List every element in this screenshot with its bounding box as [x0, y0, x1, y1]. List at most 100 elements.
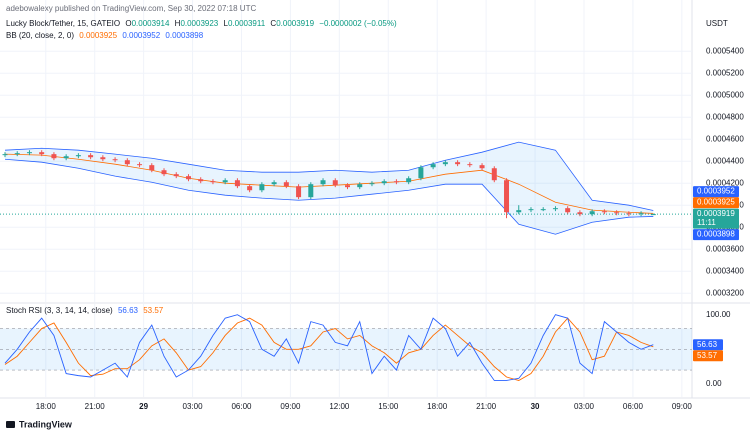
x-tick-label: 30 — [531, 402, 540, 411]
ohlc-key: L — [223, 19, 228, 28]
brand-icon — [6, 421, 15, 428]
candle-body — [345, 185, 350, 188]
x-tick-label: 03:00 — [574, 402, 595, 411]
candle-body — [63, 156, 69, 159]
candle-body — [626, 213, 632, 215]
x-tick-label: 15:00 — [378, 402, 399, 411]
bb-lower-value: 0.0003898 — [165, 31, 204, 40]
y-tick-label: 0.0004800 — [706, 112, 744, 121]
symbol-title: Lucky Block/Tether, 15, GATEIO — [6, 19, 121, 28]
bb-lower-badge: 0.0003898 — [697, 230, 735, 239]
publish-line: adebowalexy published on TradingView.com… — [6, 4, 259, 13]
candle-body — [406, 178, 412, 183]
candle-body — [332, 180, 338, 186]
ohlc-key: O — [125, 19, 132, 28]
bb-basis-badge: 0.0003925 — [697, 198, 735, 207]
brand-name: TradingView — [19, 419, 73, 429]
stoch-badge-bg — [693, 350, 723, 362]
y-tick-label: 0.0004400 — [706, 156, 744, 165]
ohlc-value: 0.0003914 — [131, 19, 170, 28]
y-tick-label: 0.0005400 — [706, 46, 744, 55]
candle-body — [88, 155, 94, 158]
change-text: −0.0000002 (−0.05%) — [319, 19, 397, 28]
candle-body — [51, 154, 57, 159]
candle-body — [601, 211, 607, 213]
candle-body — [479, 165, 485, 169]
last-price-badge-bg — [693, 208, 739, 229]
candle-body — [504, 180, 510, 213]
ohlc-key: H — [174, 19, 181, 28]
candle-body — [589, 211, 595, 215]
x-tick-label: 09:00 — [672, 402, 693, 411]
bb-upper-badge-bg — [693, 186, 739, 198]
candle-body — [552, 208, 558, 210]
candle-body — [39, 152, 45, 155]
candle-body — [26, 152, 32, 154]
y-tick-label: 0.0005000 — [706, 90, 744, 99]
candle-body — [185, 176, 191, 180]
candle-body — [455, 162, 461, 165]
stoch-badge: 53.57 — [697, 351, 718, 360]
stoch-badge-bg — [693, 339, 723, 351]
candle-body — [442, 162, 448, 165]
candle-body — [418, 167, 424, 179]
ohlc-value: 0.0003911 — [227, 19, 266, 28]
bb-fill — [5, 142, 654, 235]
bb-basis-badge-bg — [693, 197, 739, 209]
stoch-k-value: 56.63 — [117, 306, 138, 315]
candle-body — [100, 157, 106, 160]
candle-body — [112, 159, 118, 161]
candle-body — [14, 153, 20, 155]
candle-body — [381, 181, 387, 184]
candle-body — [540, 209, 546, 211]
last-price-badge: 11:11 — [697, 218, 716, 227]
candle-body — [210, 181, 216, 183]
x-tick-label: 21:00 — [476, 402, 497, 411]
y-tick-label: 0.0004200 — [706, 178, 744, 187]
candle-body — [283, 182, 289, 187]
x-tick-label: 18:00 — [36, 402, 57, 411]
stoch-name: Stoch RSI (3, 3, 14, 14, close) — [6, 306, 113, 315]
ohlc-value: 0.0003923 — [180, 19, 219, 28]
ohlc-key: C — [270, 19, 277, 28]
candle-body — [198, 179, 204, 182]
candle-body — [565, 208, 571, 213]
y-tick-label: 0.0003200 — [706, 288, 744, 297]
stoch-d-value: 53.57 — [143, 306, 164, 315]
x-tick-label: 09:00 — [280, 402, 301, 411]
candle-body — [75, 155, 81, 157]
candle-body — [124, 160, 130, 165]
brand-logo: TradingView — [6, 419, 73, 429]
x-tick-label: 12:00 — [329, 402, 350, 411]
candle-body — [369, 183, 375, 185]
y-tick-label: 0.0004600 — [706, 134, 744, 143]
candle-body — [650, 214, 656, 216]
candle-body — [320, 180, 326, 185]
candle-body — [247, 186, 253, 191]
x-tick-label: 03:00 — [183, 402, 204, 411]
bb-basis-value: 0.0003925 — [79, 31, 118, 40]
y-tick-label: 0.0003400 — [706, 266, 744, 275]
candle-body — [393, 181, 399, 183]
candle-body — [2, 154, 8, 156]
candle-body — [308, 184, 314, 198]
candle-body — [577, 212, 583, 215]
candle-body — [528, 209, 534, 211]
bb-name: BB (20, close, 2, 0) — [6, 31, 75, 40]
bb-lower — [4, 158, 654, 235]
y-tick-label: 0.0005200 — [706, 68, 744, 77]
stoch-line — [4, 317, 654, 381]
stoch-line — [4, 314, 654, 381]
candle-body — [516, 210, 522, 213]
last-price-badge: 0.0003919 — [697, 209, 735, 218]
currency-label: USDT — [706, 19, 728, 28]
y-tick-label: 100.00 — [706, 310, 731, 319]
bb-upper — [4, 141, 654, 211]
candle-body — [614, 212, 620, 214]
bb-upper-value: 0.0003952 — [122, 31, 161, 40]
candle-body — [467, 164, 473, 166]
candle-body — [638, 213, 644, 215]
symbol-line: Lucky Block/Tether, 15, GATEIO O0.000391… — [6, 19, 400, 28]
y-tick-label: 0.00 — [706, 379, 722, 388]
